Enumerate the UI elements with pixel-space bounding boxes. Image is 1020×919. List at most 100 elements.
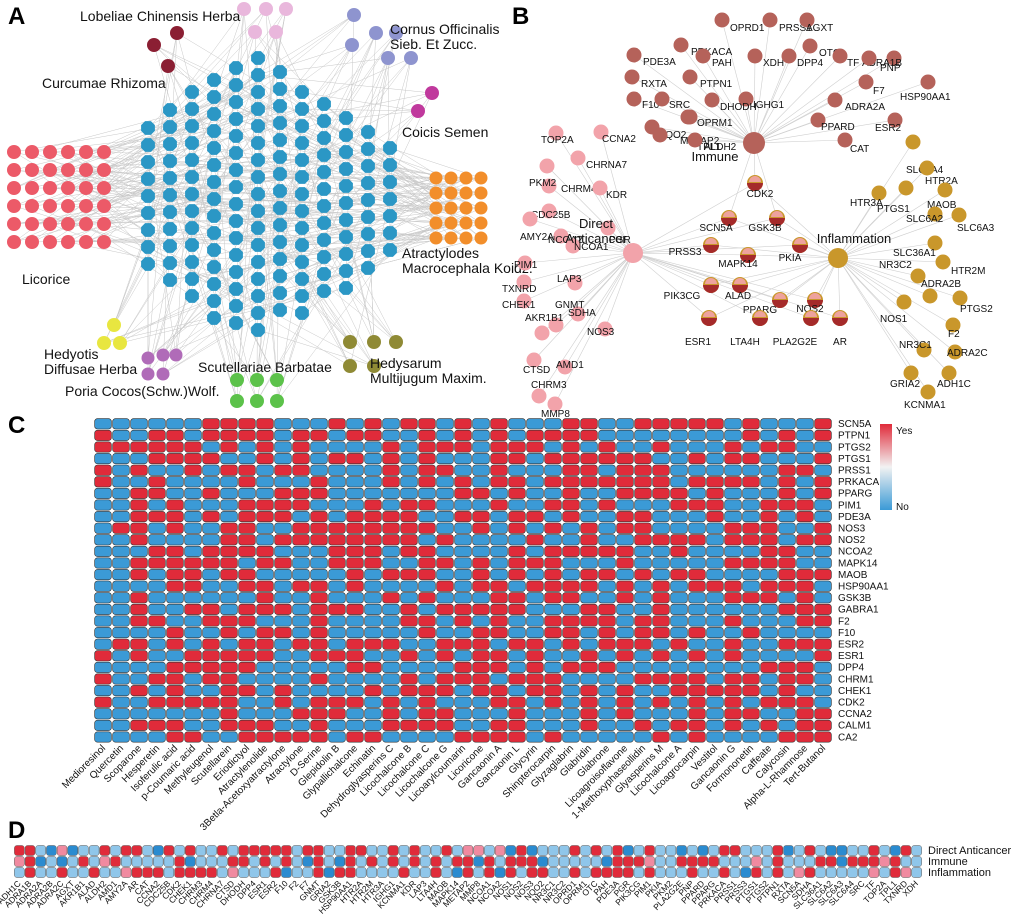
inflammation-target-node	[927, 235, 943, 251]
heatmap-c-cell	[220, 545, 238, 557]
heatmap-c-cell	[616, 696, 634, 708]
heatmap-c-cell	[310, 719, 328, 731]
heatmap-c-cell	[724, 580, 742, 592]
heatmap-c-cell	[382, 627, 400, 639]
heatmap-c-cell	[634, 696, 652, 708]
heatmap-d-cell	[206, 867, 217, 878]
heatmap-c-cell	[814, 522, 832, 534]
heatmap-c-cell	[382, 603, 400, 615]
heatmap-d-cell	[516, 856, 527, 867]
panel-letter-a: A	[8, 3, 25, 30]
heatmap-c-cell	[526, 522, 544, 534]
heatmap-c-cell	[472, 719, 490, 731]
herb-compound-edge	[67, 151, 215, 234]
heatmap-c-cell	[760, 650, 778, 662]
heatmap-c-cell	[778, 441, 796, 453]
heatmap-d-cell	[623, 867, 634, 878]
shared-target-label: MAPK14	[718, 259, 758, 270]
shared-edge	[754, 182, 839, 259]
heatmap-c-cell	[742, 673, 760, 685]
shared-target-label: PIK3CG	[664, 291, 701, 302]
heatmap-c-cell	[202, 661, 220, 673]
heatmap-c-cell	[418, 499, 436, 511]
heatmap-c-cell	[382, 534, 400, 546]
heatmap-c-row-label: CALM1	[838, 721, 872, 732]
heatmap-c-cell	[364, 453, 382, 465]
immune-target-label: RXTA	[641, 79, 667, 90]
heatmap-d-cell	[24, 845, 36, 856]
heatmap-d-cell	[56, 856, 68, 867]
heatmap-d-cell	[291, 856, 303, 867]
herb-node-atractylodes	[474, 171, 488, 185]
target-edge	[604, 252, 634, 330]
immune-target-label: PRSS1	[779, 23, 812, 34]
heatmap-c-cell	[382, 661, 400, 673]
heatmap-c-cell	[382, 569, 400, 581]
target-edge	[753, 55, 756, 144]
immune-target-node	[858, 74, 874, 90]
heatmap-c-cell	[292, 545, 310, 557]
inflammation-hub-label: Inflammation	[817, 231, 891, 246]
immune-target-label: IGHG1	[753, 100, 785, 111]
herb-compound-edge	[103, 300, 215, 344]
heatmap-c-cell	[418, 650, 436, 662]
immune-target-node	[827, 92, 843, 108]
heatmap-d-cell	[516, 867, 527, 878]
herb-node-licorice	[61, 163, 75, 177]
heatmap-c-cell	[760, 569, 778, 581]
compound-node	[207, 73, 221, 87]
heatmap-c-cell	[688, 418, 706, 430]
heatmap-c-cell	[112, 638, 130, 650]
heatmap-c-cell	[454, 418, 472, 430]
anticancer-target-node	[522, 211, 538, 227]
herb-node-licorice	[25, 235, 39, 249]
heatmap-c-cell	[490, 650, 508, 662]
heatmap-d-cell	[227, 856, 239, 867]
heatmap-c-cell	[130, 429, 148, 441]
heatmap-c-cell	[292, 453, 310, 465]
compound-node	[207, 260, 221, 274]
compound-node	[383, 192, 397, 206]
compound-node	[207, 141, 221, 155]
anticancer-target-node	[565, 238, 581, 254]
heatmap-c-cell	[166, 673, 184, 685]
heatmap-c-cell	[364, 592, 382, 604]
inflammation-target-label: NOS1	[880, 314, 908, 325]
target-edge	[837, 257, 950, 374]
heatmap-d-cell	[88, 845, 100, 856]
heatmap-c-cell	[436, 464, 454, 476]
heatmap-c-cell	[274, 429, 292, 441]
herb-node-atractylodes	[459, 216, 473, 230]
heatmap-c-cell	[346, 522, 364, 534]
heatmap-c-cell	[562, 673, 580, 685]
heatmap-c-cell	[184, 580, 202, 592]
inflammation-target-label: HTR3A	[850, 198, 883, 209]
heatmap-c-cell	[688, 719, 706, 731]
herb-node-licorice	[25, 163, 39, 177]
compound-node	[141, 121, 155, 135]
heatmap-c-cell	[742, 545, 760, 557]
heatmap-c-cell	[454, 592, 472, 604]
heatmap-c-cell	[130, 569, 148, 581]
heatmap-c-cell	[400, 603, 418, 615]
heatmap-c-cell	[328, 511, 346, 523]
heatmap-c-cell	[526, 696, 544, 708]
heatmap-c-cell	[148, 476, 166, 488]
heatmap-c-cell	[328, 499, 346, 511]
heatmap-c-cell	[616, 464, 634, 476]
immune-target-node	[802, 38, 818, 54]
heatmap-c-cell	[364, 580, 382, 592]
heatmap-c-cell	[238, 476, 256, 488]
panel-letter-c: C	[8, 412, 25, 439]
heatmap-c-cell	[634, 731, 652, 743]
heatmap-c-cell	[634, 569, 652, 581]
heatmap-c-cell	[616, 708, 634, 720]
heatmap-c-row-label: GABRA1	[838, 605, 879, 616]
heatmap-c-cell	[526, 731, 544, 743]
heatmap-c-cell	[706, 661, 724, 673]
heatmap-c-cell	[238, 441, 256, 453]
heatmap-c-cell	[220, 511, 238, 523]
compound-node	[185, 204, 199, 218]
heatmap-d-cell	[644, 845, 655, 856]
heatmap-c-cell	[778, 719, 796, 731]
